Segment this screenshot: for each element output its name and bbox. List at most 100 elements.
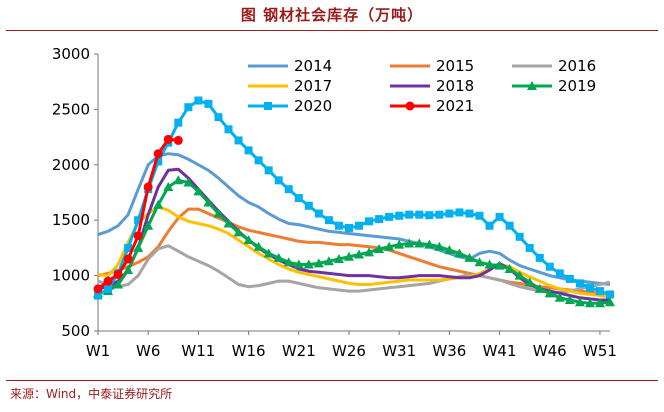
data-point-2019: [364, 247, 375, 257]
data-point-2019: [484, 259, 495, 269]
data-point-2019: [263, 248, 274, 258]
data-point-2019: [434, 241, 445, 251]
data-point-2019: [343, 251, 354, 261]
series-2019: [93, 175, 615, 308]
chart-title: 图 钢材社会库存（万吨）: [240, 6, 424, 24]
data-point-2019: [163, 181, 174, 191]
series-2021: [93, 134, 183, 294]
legend-label: 2014: [294, 57, 332, 75]
data-point-2020: [425, 211, 434, 220]
chart-axes: 500 1000 1500 2000 2500 3000 W1 W6 W11 W16 W21 W26 W…: [52, 45, 617, 360]
data-point-2019: [474, 257, 485, 267]
data-point-2019: [354, 249, 365, 259]
legend-item-2019: 2019: [512, 77, 596, 95]
data-point-2020: [334, 221, 343, 230]
data-point-2021: [173, 135, 183, 145]
data-point-2021: [93, 284, 103, 294]
data-point-2019: [454, 248, 465, 258]
y-tick-label: 1000: [52, 267, 90, 285]
data-point-2020: [395, 211, 404, 220]
data-point-2019: [424, 239, 435, 249]
data-point-2021: [123, 254, 133, 264]
x-tick-label: W6: [136, 342, 160, 360]
legend-marker: [264, 102, 272, 110]
legend-item-2021: 2021: [390, 97, 474, 115]
series-line-2021: [97, 137, 179, 291]
data-point-2020: [355, 221, 364, 230]
series-2018: [97, 167, 610, 302]
data-point-2020: [475, 211, 484, 220]
data-point-2020: [535, 253, 544, 262]
data-point-2020: [174, 118, 183, 127]
data-point-2020: [124, 243, 133, 252]
data-point-2021: [103, 276, 113, 286]
y-tick-label: 1500: [52, 211, 90, 229]
data-point-2020: [385, 212, 394, 221]
data-point-2019: [574, 297, 585, 307]
data-point-2019: [384, 241, 395, 251]
data-point-2020: [435, 210, 444, 219]
data-point-2020: [344, 223, 353, 232]
data-point-2020: [324, 216, 333, 225]
data-point-2019: [494, 260, 505, 270]
data-point-2020: [405, 210, 414, 219]
data-point-2020: [365, 217, 374, 226]
data-point-2019: [394, 239, 405, 249]
data-point-2019: [183, 177, 194, 187]
data-point-2021: [143, 182, 153, 192]
x-tick-label: W21: [282, 342, 316, 360]
line-chart: 500 1000 1500 2000 2500 3000 W1 W6 W11 W16 W21 W26 W…: [52, 45, 617, 360]
data-point-2020: [294, 194, 303, 203]
data-point-2019: [554, 292, 565, 302]
data-point-2019: [404, 238, 415, 248]
source-divider: [6, 380, 658, 381]
data-point-2019: [133, 242, 144, 252]
series-2020: [94, 96, 614, 300]
data-point-2020: [585, 283, 594, 292]
series-line-2018: [97, 167, 610, 302]
data-point-2020: [94, 291, 102, 300]
data-point-2019: [605, 297, 615, 307]
y-tick-label: 3000: [52, 45, 90, 63]
series-2017: [97, 205, 611, 299]
data-point-2019: [313, 258, 324, 268]
data-point-2020: [134, 216, 143, 225]
x-tick-label: W41: [483, 342, 517, 360]
data-point-2020: [455, 208, 464, 217]
data-point-2020: [375, 215, 384, 224]
x-tick-label: W26: [332, 342, 366, 360]
data-point-2019: [464, 252, 475, 262]
x-tick-label: W46: [533, 342, 567, 360]
data-point-2020: [194, 96, 203, 105]
data-point-2021: [153, 149, 163, 159]
data-point-2020: [264, 166, 273, 175]
data-point-2019: [534, 283, 545, 293]
y-tick-label: 2000: [52, 156, 90, 174]
data-point-2020: [234, 136, 243, 145]
series-2014: [97, 152, 611, 286]
data-point-2019: [143, 220, 154, 230]
legend-label: 2020: [294, 97, 332, 115]
y-tick-label: 2500: [52, 100, 90, 118]
data-point-2020: [606, 290, 614, 299]
data-point-2019: [153, 199, 164, 209]
x-tick-label: W36: [432, 342, 466, 360]
data-point-2019: [243, 235, 254, 245]
series-line-2020: [97, 99, 611, 297]
data-point-2019: [203, 197, 214, 207]
data-point-2021: [113, 269, 123, 279]
data-point-2020: [555, 269, 564, 278]
data-point-2020: [274, 176, 283, 185]
source-note: 来源：Wind，中泰证券研究所: [10, 387, 173, 401]
legend-item-2020: 2020: [248, 97, 332, 115]
data-point-2020: [465, 209, 474, 218]
series-line-2019: [97, 178, 611, 305]
data-point-2020: [184, 103, 193, 112]
data-point-2020: [485, 221, 494, 230]
data-point-2020: [495, 212, 504, 221]
legend-label: 2015: [436, 57, 474, 75]
data-point-2019: [584, 298, 595, 308]
x-tick-label: W31: [382, 342, 416, 360]
data-point-2019: [253, 241, 264, 251]
data-point-2019: [173, 175, 184, 185]
